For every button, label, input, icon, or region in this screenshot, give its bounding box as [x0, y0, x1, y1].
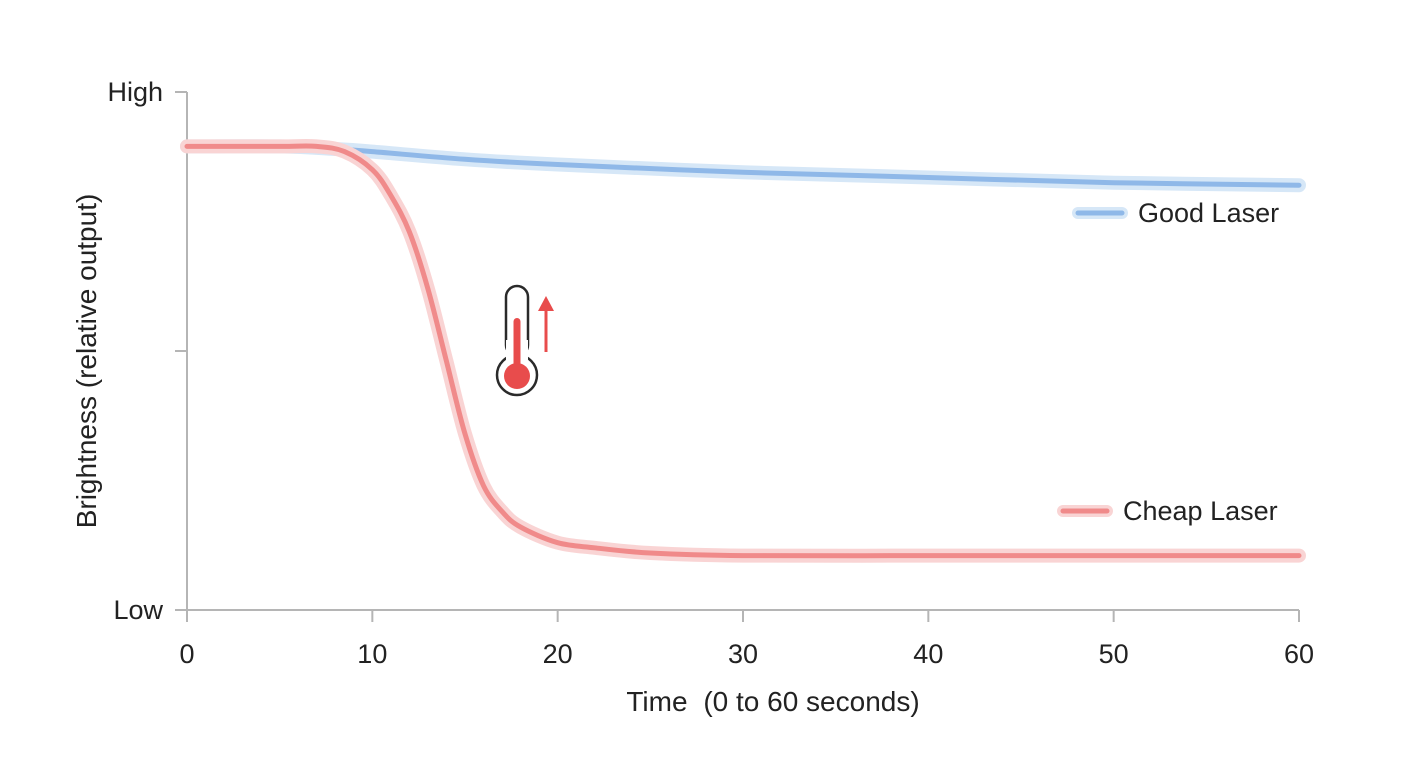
- x-tick-label: 0: [179, 639, 194, 669]
- series-cheap-laser-line: [184, 143, 1302, 559]
- x-ticks: 0 10 20 30 40 50 60: [179, 610, 1314, 669]
- x-tick-label: 40: [913, 639, 943, 669]
- rising-arrow-icon: [538, 296, 554, 352]
- x-axis-title: Time (0 to 60 seconds): [626, 686, 919, 717]
- x-axis-title-main: Time: [626, 686, 687, 717]
- x-tick-label: 60: [1284, 639, 1314, 669]
- series-cheap-laser-glow: [180, 139, 1306, 563]
- legend-good-laser-label: Good Laser: [1138, 198, 1279, 228]
- thermometer-mercury: [513, 318, 521, 376]
- x-tick-label: 20: [543, 639, 573, 669]
- axes: [175, 91, 1299, 611]
- thermometer-bulb: [504, 363, 530, 389]
- thermometer-icon: [495, 284, 539, 397]
- legend-cheap-laser-label: Cheap Laser: [1123, 496, 1278, 526]
- legend-good-laser: Good Laser: [1072, 198, 1279, 228]
- y-axis-title: Brightness (relative output): [71, 194, 102, 529]
- x-tick-label: 10: [357, 639, 387, 669]
- y-level-high-label: High: [107, 77, 163, 107]
- y-level-low-label: Low: [113, 595, 163, 625]
- x-tick-label: 30: [728, 639, 758, 669]
- x-axis-title-sub: (0 to 60 seconds): [703, 686, 919, 717]
- series-layer: [180, 139, 1306, 563]
- rising-arrow-head: [538, 296, 554, 311]
- x-tick-label: 50: [1099, 639, 1129, 669]
- legend-cheap-laser: Cheap Laser: [1057, 496, 1278, 526]
